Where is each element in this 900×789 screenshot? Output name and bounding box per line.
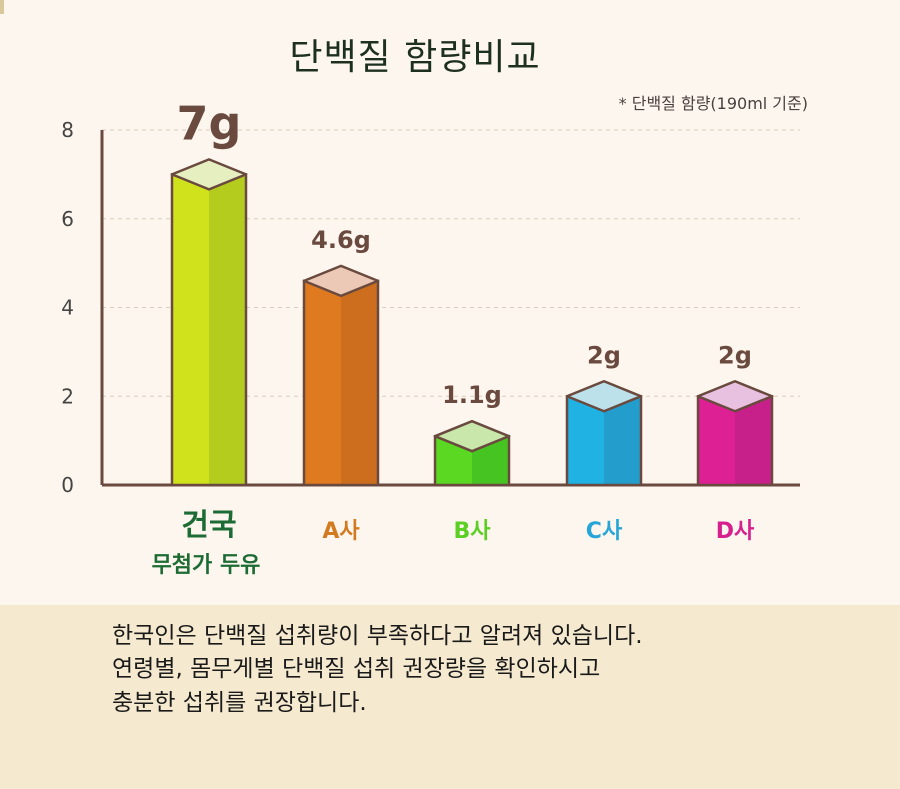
bar-side — [341, 280, 378, 485]
bar-front — [304, 280, 341, 485]
bar-side — [209, 174, 246, 485]
data-label: 1.1g — [442, 381, 502, 409]
data-label: 2g — [718, 341, 752, 369]
data-label: 7g — [177, 96, 242, 150]
bar-front — [567, 396, 604, 485]
bar-front — [172, 174, 209, 485]
chart-panel — [0, 0, 900, 605]
bar-top — [433, 419, 511, 453]
category-label: B사 — [453, 519, 491, 544]
category-label: D사 — [716, 519, 755, 544]
description-line: 충분한 섭취를 권장합니다. — [112, 689, 367, 716]
category-sublabel: 무첨가 두유 — [152, 553, 261, 578]
y-tick-label: 8 — [61, 118, 74, 142]
bar-top — [696, 380, 774, 413]
category-label: 건국 — [181, 508, 236, 543]
category-label: C사 — [586, 519, 623, 544]
chart-title: 단백질 함량비교 — [289, 37, 541, 78]
bar-top — [302, 264, 380, 298]
bar-top — [170, 158, 248, 191]
y-tick-label: 2 — [61, 384, 74, 408]
data-label: 4.6g — [311, 226, 371, 254]
corner-accent — [0, 0, 4, 14]
chart-note: * 단백질 함량(190ml 기준) — [618, 94, 808, 113]
data-label: 2g — [587, 341, 621, 369]
y-tick-label: 4 — [61, 296, 74, 320]
y-tick-label: 0 — [61, 473, 74, 497]
category-label: A사 — [322, 519, 360, 544]
bar-side — [735, 396, 772, 485]
description-line: 연령별, 몸무게별 단백질 섭취 권장량을 확인하시고 — [112, 656, 601, 683]
bar-side — [604, 396, 641, 485]
bar-top — [565, 380, 643, 413]
y-tick-label: 6 — [61, 207, 74, 231]
description-text: 한국인은 단백질 섭취량이 부족하다고 알려져 있습니다. 연령별, 몸무게별 … — [112, 620, 872, 720]
description-line: 한국인은 단백질 섭취량이 부족하다고 알려져 있습니다. — [112, 623, 643, 649]
bar-front — [698, 396, 735, 485]
